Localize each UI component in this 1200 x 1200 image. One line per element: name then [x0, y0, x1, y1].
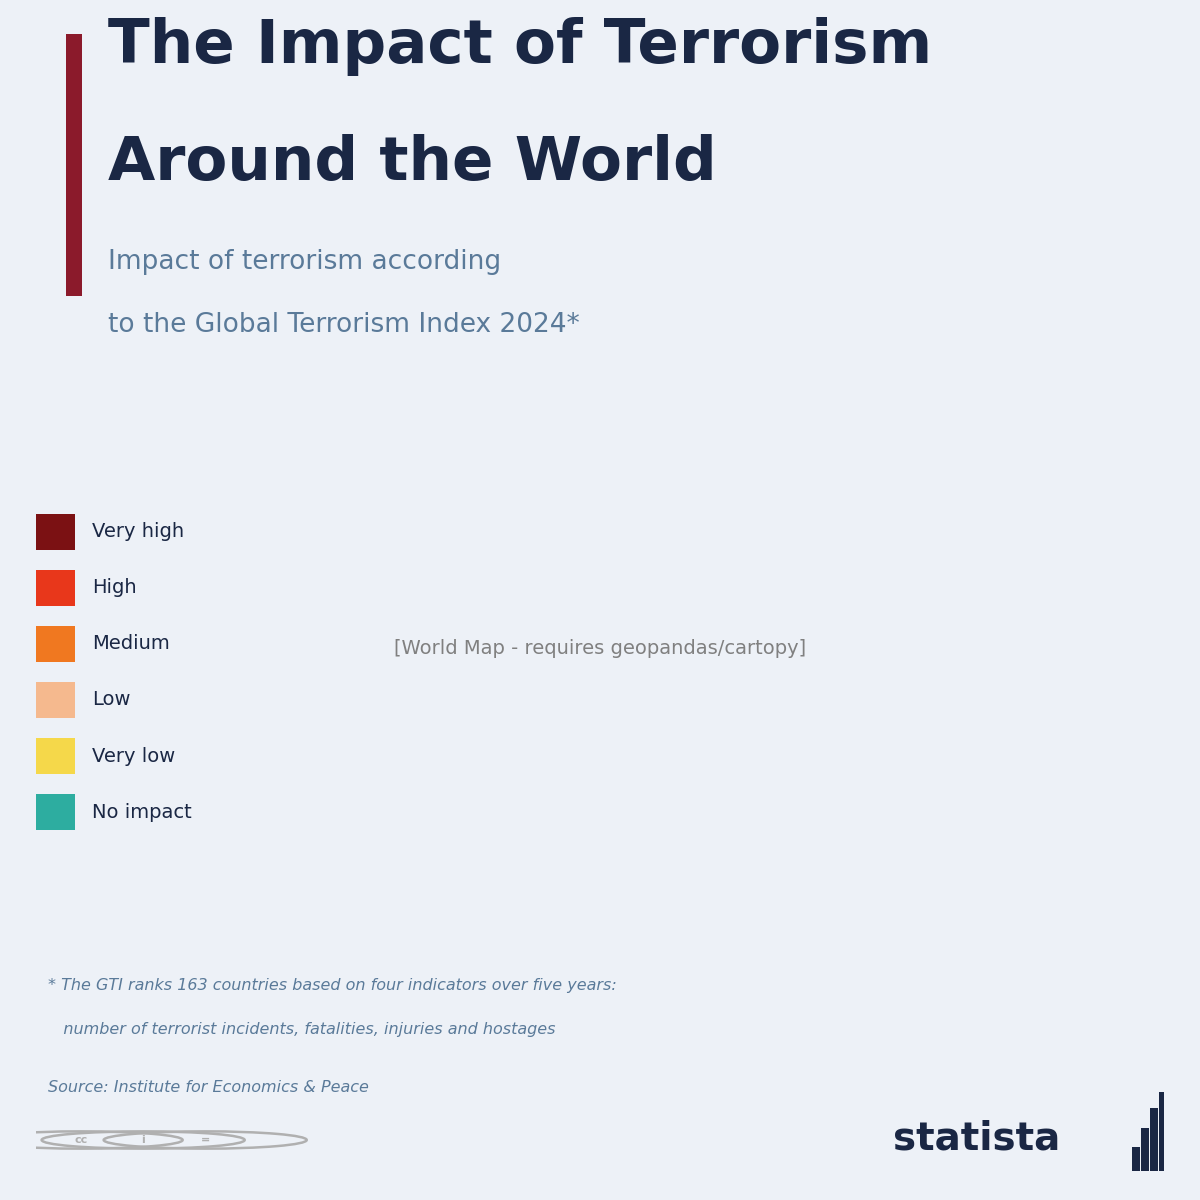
Text: The Impact of Terrorism: The Impact of Terrorism [108, 17, 932, 76]
Text: to the Global Terrorism Index 2024*: to the Global Terrorism Index 2024* [108, 312, 580, 338]
Text: =: = [200, 1135, 210, 1145]
Text: number of terrorist incidents, fatalities, injuries and hostages: number of terrorist incidents, fatalitie… [48, 1022, 556, 1037]
Text: i: i [142, 1135, 145, 1145]
Text: * The GTI ranks 163 countries based on four indicators over five years:: * The GTI ranks 163 countries based on f… [48, 978, 617, 994]
Text: Around the World: Around the World [108, 134, 716, 193]
Bar [1159, 1090, 1168, 1171]
Text: Very low: Very low [92, 746, 175, 766]
Bar [36, 625, 74, 662]
Text: Medium: Medium [92, 635, 170, 654]
Text: No impact: No impact [92, 803, 192, 822]
Bar [66, 34, 82, 295]
Text: [World Map - requires geopandas/cartopy]: [World Map - requires geopandas/cartopy] [394, 638, 806, 658]
Bar [36, 738, 74, 774]
Text: cc: cc [74, 1135, 88, 1145]
Bar [1151, 1109, 1158, 1171]
Bar [36, 793, 74, 830]
Bar [36, 682, 74, 719]
Text: statista: statista [893, 1120, 1061, 1157]
Text: Source: Institute for Economics & Peace: Source: Institute for Economics & Peace [48, 1080, 368, 1094]
Bar [1141, 1128, 1150, 1171]
Text: Impact of terrorism according: Impact of terrorism according [108, 248, 502, 275]
Bar [1133, 1147, 1140, 1171]
Text: High: High [92, 578, 137, 598]
Bar [36, 570, 74, 606]
Text: Very high: Very high [92, 522, 185, 541]
Text: Low: Low [92, 690, 131, 709]
Bar [36, 514, 74, 551]
